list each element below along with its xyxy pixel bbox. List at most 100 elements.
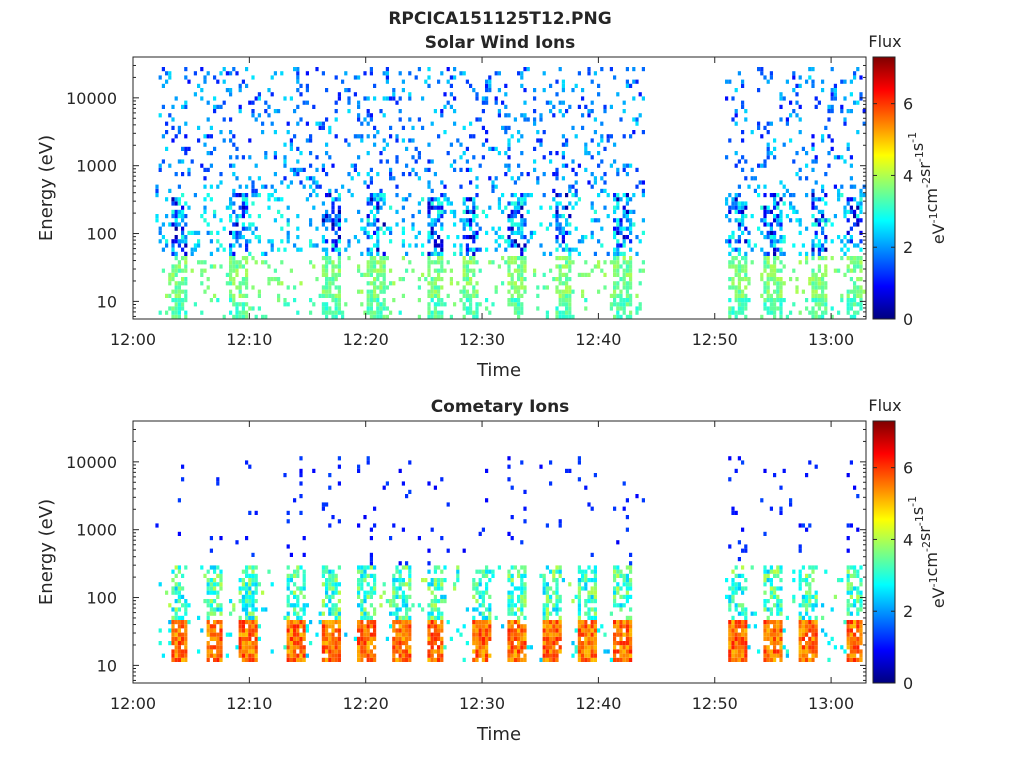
heatmap-cell [248, 611, 252, 616]
heatmap-cell [523, 603, 527, 608]
heatmap-cell [478, 641, 482, 646]
heatmap-cell [453, 586, 457, 591]
heatmap-cell [321, 201, 325, 206]
heatmap-cell [526, 172, 530, 177]
heatmap-cell [638, 302, 642, 307]
heatmap-cell [488, 611, 492, 616]
heatmap-cell [833, 268, 837, 273]
heatmap-cell [472, 235, 476, 240]
heatmap-cell [360, 289, 364, 294]
heatmap-cell [440, 226, 444, 231]
heatmap-cell [337, 92, 341, 97]
heatmap-cell [581, 632, 585, 637]
heatmap-cell [254, 96, 258, 101]
heatmap-cell [177, 214, 181, 219]
heatmap-cell [197, 138, 201, 143]
heatmap-cell [552, 578, 556, 583]
heatmap-cell [853, 298, 857, 303]
heatmap-cell [779, 197, 783, 202]
heatmap-cell [737, 586, 741, 591]
heatmap-cell [587, 594, 591, 599]
heatmap-cell [401, 218, 405, 223]
heatmap-cell [821, 197, 825, 202]
heatmap-cell [510, 565, 514, 570]
heatmap-cell [779, 96, 783, 101]
heatmap-cell [843, 272, 847, 277]
heatmap-cell [574, 193, 578, 198]
heatmap-cell [811, 594, 815, 599]
heatmap-cell [584, 306, 588, 311]
heatmap-cell [241, 620, 245, 625]
heatmap-cell [574, 134, 578, 139]
heatmap-cell [248, 624, 252, 629]
heatmap-cell [853, 620, 857, 625]
heatmap-cell [411, 155, 415, 160]
heatmap-cell [545, 607, 549, 612]
heatmap-cell [222, 100, 226, 105]
heatmap-cell [177, 582, 181, 587]
heatmap-cell [229, 214, 233, 219]
heatmap-cell [379, 256, 383, 261]
heatmap-cell [613, 645, 617, 650]
heatmap-cell [488, 578, 492, 583]
heatmap-cell [734, 573, 738, 578]
heatmap-cell [773, 473, 777, 478]
heatmap-cell [462, 293, 466, 298]
heatmap-cell [619, 586, 623, 591]
heatmap-cell [737, 205, 741, 210]
heatmap-cell [853, 569, 857, 574]
heatmap-cell [629, 281, 633, 286]
heatmap-cell [779, 239, 783, 244]
heatmap-cell [779, 285, 783, 290]
heatmap-cell [363, 636, 367, 641]
heatmap-cell [520, 607, 524, 612]
heatmap-cell [401, 88, 405, 93]
heatmap-cell [309, 243, 313, 248]
heatmap-cell [206, 167, 210, 172]
heatmap-cell [158, 310, 162, 315]
heatmap-cell [593, 582, 597, 587]
heatmap-cell [174, 281, 178, 286]
heatmap-cell [206, 657, 210, 662]
heatmap-cell [517, 268, 521, 273]
heatmap-cell [769, 268, 773, 273]
heatmap-cell [773, 302, 777, 307]
heatmap-cell [395, 632, 399, 637]
heatmap-cell [795, 83, 799, 88]
heatmap-cell [427, 657, 431, 662]
heatmap-cell [849, 176, 853, 181]
heatmap-cell [840, 256, 844, 261]
heatmap-cell [565, 260, 569, 265]
heatmap-cell [427, 214, 431, 219]
heatmap-cell [392, 590, 396, 595]
heatmap-cell [209, 298, 213, 303]
heatmap-cell [251, 222, 255, 227]
heatmap-cell [286, 285, 290, 290]
heatmap-cell [161, 159, 165, 164]
cometary-panel: Cometary Ions 12:00 12:10 12:20 12:30 12:40 1… [36, 396, 948, 745]
heatmap-cell [296, 620, 300, 625]
heatmap-cell [817, 247, 821, 252]
heatmap-cell [251, 653, 255, 658]
heatmap-cell [305, 176, 309, 181]
heatmap-cell [277, 247, 281, 252]
heatmap-cell [616, 239, 620, 244]
heatmap-cell [209, 239, 213, 244]
heatmap-cell [302, 582, 306, 587]
heatmap-cell [763, 159, 767, 164]
heatmap-cell [401, 624, 405, 629]
heatmap-cell [289, 624, 293, 629]
heatmap-cell [168, 603, 172, 608]
heatmap-cell [737, 247, 741, 252]
heatmap-cell [299, 481, 303, 486]
heatmap-cell [462, 277, 466, 282]
heatmap-cell [273, 155, 277, 160]
heatmap-cell [229, 247, 233, 252]
heatmap-cell [533, 117, 537, 122]
heatmap-cell [558, 649, 562, 654]
heatmap-cell [347, 256, 351, 261]
heatmap-cell [433, 582, 437, 587]
heatmap-cell [725, 197, 729, 202]
heatmap-cell [213, 657, 217, 662]
heatmap-cell [241, 653, 245, 658]
